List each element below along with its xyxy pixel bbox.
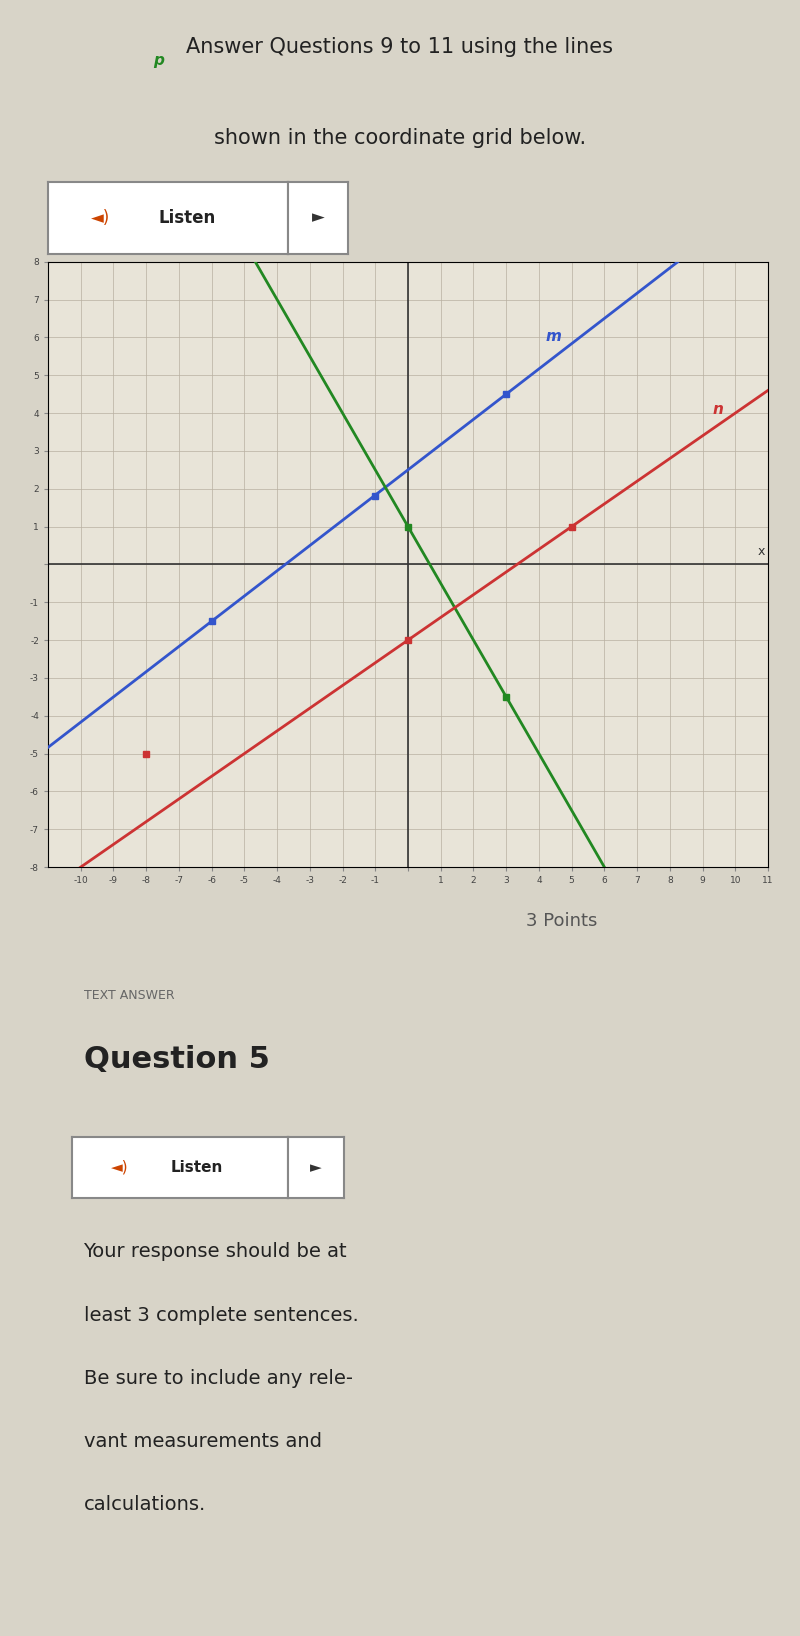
Text: Listen: Listen xyxy=(158,208,216,227)
Text: Your response should be at: Your response should be at xyxy=(83,1242,347,1261)
Text: ►: ► xyxy=(312,208,324,227)
Text: x: x xyxy=(758,545,765,558)
Text: n: n xyxy=(712,402,723,417)
Text: Listen: Listen xyxy=(171,1160,223,1175)
Text: Answer Questions 9 to 11 using the lines: Answer Questions 9 to 11 using the lines xyxy=(186,36,614,57)
Text: Question 5: Question 5 xyxy=(83,1045,270,1075)
Text: p: p xyxy=(153,52,164,69)
Text: Be sure to include any rele-: Be sure to include any rele- xyxy=(83,1369,353,1387)
Text: calculations.: calculations. xyxy=(83,1495,206,1515)
Text: ◄): ◄) xyxy=(91,208,110,227)
Text: ►: ► xyxy=(310,1160,322,1175)
Text: shown in the coordinate grid below.: shown in the coordinate grid below. xyxy=(214,128,586,149)
Text: 3 Points: 3 Points xyxy=(526,911,598,929)
Text: TEXT ANSWER: TEXT ANSWER xyxy=(83,988,174,1001)
Text: ◄): ◄) xyxy=(110,1160,128,1175)
Text: least 3 complete sentences.: least 3 complete sentences. xyxy=(83,1306,358,1325)
Text: m: m xyxy=(546,329,562,344)
Text: vant measurements and: vant measurements and xyxy=(83,1432,322,1451)
Text: Is it true that m ∥ n?: Is it true that m ∥ n? xyxy=(83,1180,281,1198)
